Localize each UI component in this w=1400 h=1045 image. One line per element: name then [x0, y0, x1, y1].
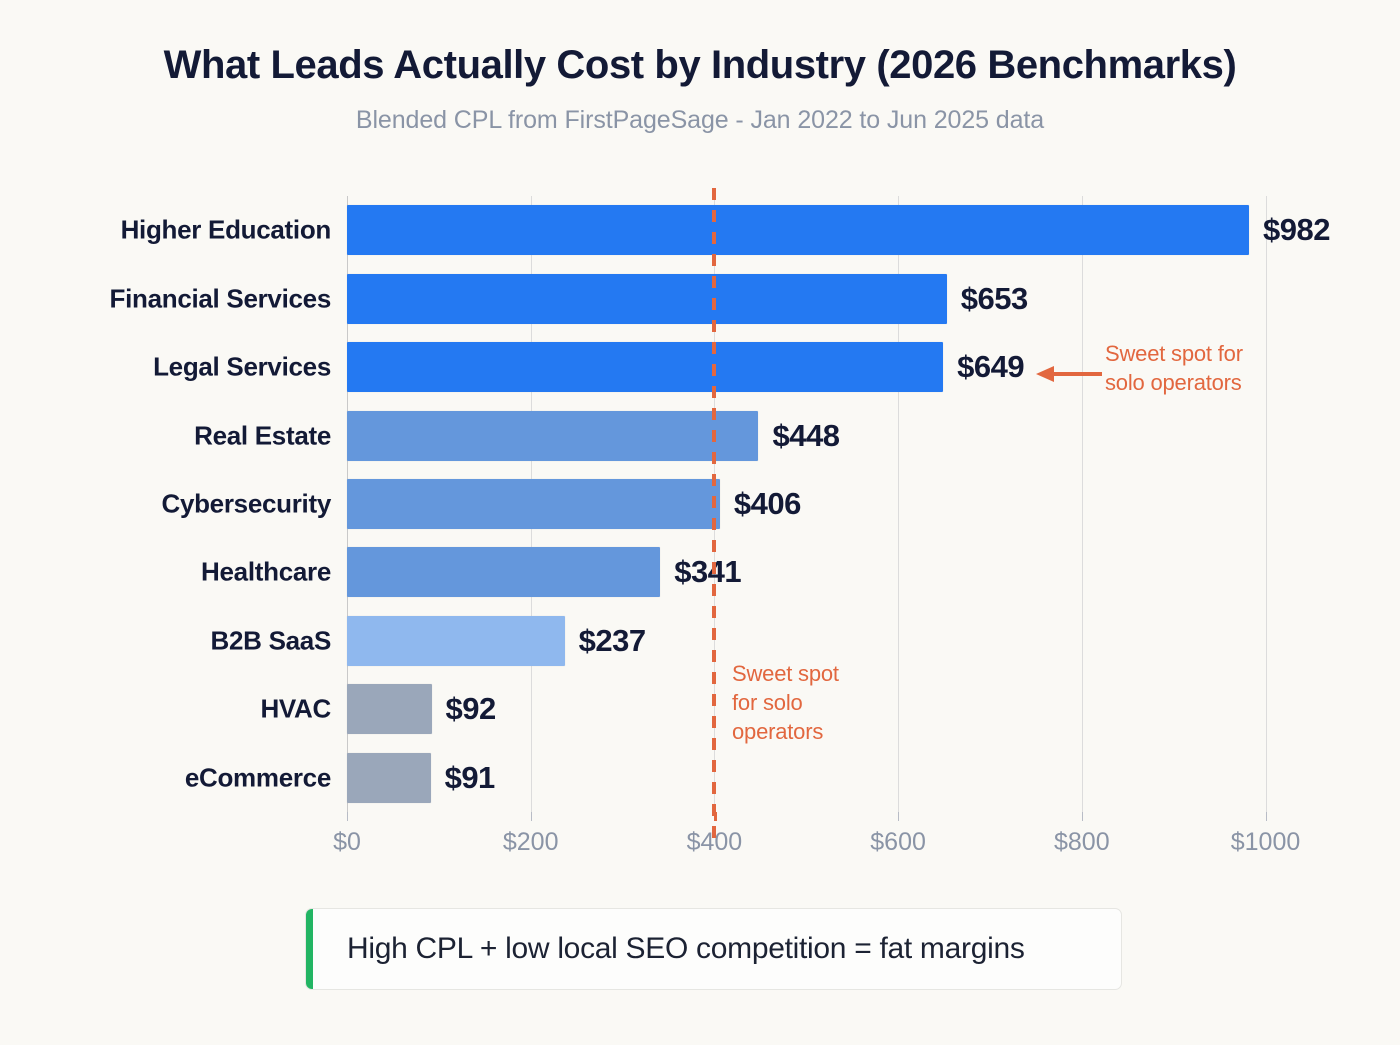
- category-label-legal-services: Legal Services: [153, 351, 331, 382]
- x-tick-label-800: $800: [1053, 828, 1110, 856]
- bar-value-label: $448: [772, 417, 840, 453]
- bar-value-label: $649: [957, 349, 1025, 385]
- annotation-bottom-line3: operators: [732, 719, 824, 745]
- category-label-ecommerce: eCommerce: [184, 762, 331, 793]
- callout-accent-bar: [306, 909, 313, 989]
- bar-value-label: $406: [733, 485, 801, 521]
- bar-value-label: $237: [578, 622, 646, 658]
- chart-subtitle: Blended CPL from FirstPageSage - Jan 202…: [355, 106, 1045, 135]
- x-tick-600: [898, 812, 900, 821]
- chart-header: What Leads Actually Cost by Industry (20…: [0, 0, 1400, 135]
- bar-row: Cybersecurity $406: [161, 470, 1305, 538]
- bar[interactable]: $448: [347, 410, 840, 461]
- bar-row: Higher Education $982: [121, 196, 1330, 264]
- annotation-bottom-line1: Sweet spot: [732, 661, 839, 686]
- bar[interactable]: $341: [347, 547, 742, 598]
- bar[interactable]: $92: [347, 684, 496, 735]
- annotation-top-line1: Sweet spot for: [1105, 341, 1243, 366]
- x-tick-1000: [1265, 812, 1267, 821]
- bar-row: HVAC $92: [260, 675, 1305, 743]
- bar[interactable]: $653: [347, 273, 1028, 324]
- category-label-b2b-saas: B2B SaaS: [210, 625, 332, 656]
- bar-value-label: $92: [445, 691, 497, 727]
- bar-value-label: $982: [1262, 212, 1330, 248]
- x-axis: $0 $200 $400 $600 $800 $1000: [333, 812, 1305, 872]
- callout-text: High CPL + low local SEO competition = f…: [347, 932, 1025, 965]
- bar[interactable]: $982: [347, 205, 1330, 256]
- annotation-arrow-icon: [1036, 366, 1102, 382]
- category-label-cybersecurity: Cybersecurity: [161, 488, 331, 519]
- bar-value-label: $91: [444, 759, 496, 795]
- bar-value-label: $341: [674, 554, 742, 590]
- bar-row: eCommerce $91: [185, 744, 1305, 812]
- x-tick-200: [530, 812, 532, 821]
- x-tick-0: [347, 812, 348, 821]
- plot-area: Higher Education $982 Financial Services $6…: [109, 188, 1330, 838]
- bar[interactable]: $649: [347, 342, 1025, 393]
- annotation-top-line2: solo operators: [1105, 370, 1242, 396]
- footer-callout: High CPL + low local SEO competition = f…: [305, 908, 1122, 990]
- x-tick-800: [1081, 812, 1083, 821]
- bar-row: Legal Services $649: [153, 333, 1305, 401]
- bar-rows: Higher Education $982 Financial Services $6…: [109, 196, 1330, 812]
- category-label-financial-services: Financial Services: [109, 283, 331, 314]
- bar[interactable]: $91: [347, 752, 495, 803]
- annotation-bottom: Sweet spot for solo operators: [732, 659, 892, 746]
- bar[interactable]: $406: [347, 478, 801, 529]
- x-tick-label-1000: $1000: [1230, 828, 1301, 856]
- x-tick-label-0: $0: [333, 828, 361, 856]
- threshold-dashed-line: [712, 188, 717, 838]
- x-tick-label-600: $600: [870, 828, 926, 856]
- annotation-top: Sweet spot for solo operators: [1105, 339, 1290, 397]
- category-label-hvac: HVAC: [260, 693, 331, 724]
- category-label-real-estate: Real Estate: [194, 420, 331, 451]
- bar-value-label: $653: [960, 280, 1028, 316]
- category-label-higher-education: Higher Education: [120, 214, 332, 245]
- page-title: What Leads Actually Cost by Industry (20…: [163, 43, 1237, 87]
- bar-row: Financial Services $653: [109, 264, 1305, 332]
- bar-row: B2B SaaS $237: [211, 607, 1305, 675]
- bar[interactable]: $237: [347, 615, 646, 666]
- annotation-bottom-line2: for solo: [732, 690, 803, 716]
- category-label-healthcare: Healthcare: [201, 556, 331, 587]
- x-tick-label-200: $200: [502, 828, 559, 856]
- bar-row: Real Estate $448: [194, 401, 1305, 469]
- bar-row: Healthcare $341: [201, 538, 1305, 606]
